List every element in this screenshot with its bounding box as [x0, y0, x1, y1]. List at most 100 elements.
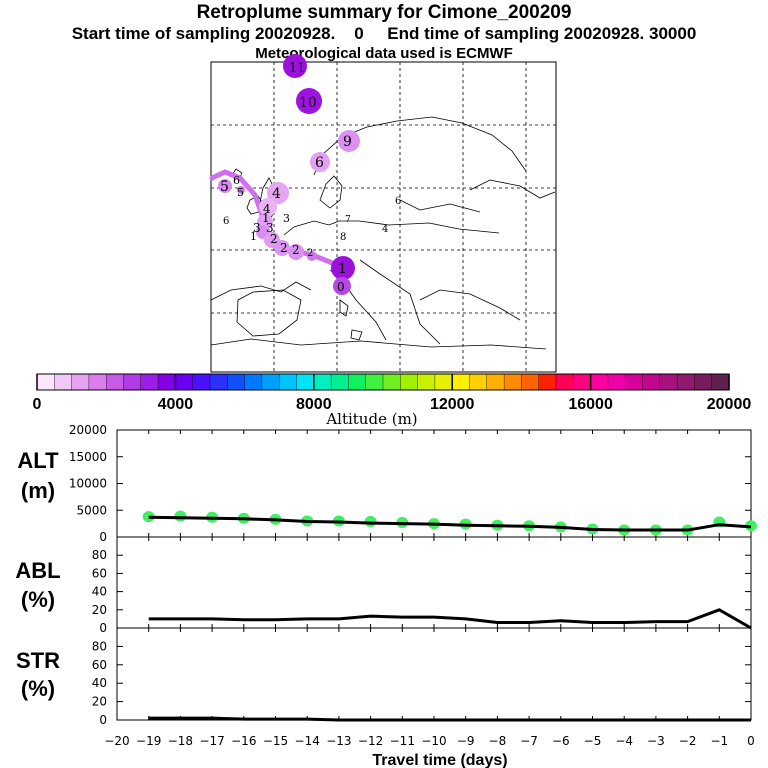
panel-abl: 0 20 40 60 80 ABL (%)	[15, 536, 752, 635]
colorbar-swatch	[590, 373, 609, 391]
colorbar-swatch	[625, 373, 644, 391]
altitude-dot	[174, 510, 187, 522]
y-tick-label: 0	[99, 713, 107, 727]
colorbar-swatch	[192, 373, 211, 391]
x-tick-label: −18	[168, 734, 193, 748]
map-label-4: 4	[272, 186, 281, 202]
colorbar-swatch	[227, 373, 246, 391]
x-tick-label: −2	[679, 734, 697, 748]
y-tick-label: 80	[92, 639, 107, 653]
map-label-5: 5	[220, 179, 229, 195]
plume-map: 11 10 9 6 4 5 1 0 4 1 3 3 3 2 2 2 2 6 5 …	[209, 54, 557, 373]
chart-title: Retroplume summary for Cimone_200209	[196, 2, 572, 23]
map-frame	[210, 61, 557, 373]
y-tick-label: 0	[99, 621, 107, 635]
colorbar-swatch	[261, 373, 280, 391]
colorbar-swatch	[296, 373, 315, 391]
colorbar-swatch	[434, 373, 453, 391]
panel-alt: 0 5000 10000 15000 20000 ALT (m)	[17, 423, 757, 544]
colorbar-swatch	[330, 373, 350, 391]
y-tick-label: 0	[99, 530, 107, 544]
sampling-times: Start time of sampling 20020928. 0 End t…	[71, 24, 697, 43]
x-axis-label: Travel time (days)	[372, 752, 507, 768]
panel-label: ABL	[15, 558, 60, 583]
map-label-3b: 3	[266, 221, 274, 235]
colorbar-swatch	[521, 373, 540, 391]
y-tick-label: 40	[92, 585, 107, 599]
colorbar-swatch	[573, 373, 592, 391]
colorbar-tick-label: 0	[33, 396, 42, 413]
x-tick-label: −10	[421, 734, 446, 748]
colorbar-swatch	[175, 373, 194, 391]
map-label-6d: 6	[395, 196, 401, 207]
plume-day-labels: 11 10 9 6 4 5 1 0 4 1 3 3 3 2 2 2 2 6 5 …	[220, 61, 401, 294]
map-label-2a: 2	[270, 232, 278, 246]
map-label-0: 0	[337, 280, 345, 294]
x-tick-label: −16	[231, 734, 256, 748]
map-label-10: 10	[299, 95, 317, 111]
colorbar-swatch	[36, 373, 55, 391]
colorbar-swatch	[642, 373, 661, 391]
colorbar-swatch	[382, 373, 401, 391]
meteo-data-note: Meteorological data used is ECMWF	[255, 45, 513, 62]
y-tick-label: 5000	[76, 503, 107, 517]
x-tick-label: −20	[104, 734, 129, 748]
colorbar-swatch	[711, 373, 730, 391]
y-tick-label: 80	[92, 548, 107, 562]
y-tick-label: 10000	[69, 477, 107, 491]
colorbar-swatch	[538, 373, 557, 391]
series-line-alt	[148, 515, 752, 532]
map-label-6c: 6	[223, 216, 229, 227]
colorbar-swatch	[123, 373, 142, 391]
colorbar-tick-label: 16000	[568, 396, 613, 413]
colorbar-tick-label: 4000	[158, 396, 194, 413]
x-tick-label: −19	[136, 734, 161, 748]
x-tick-label: −8	[489, 734, 507, 748]
map-label-2b: 2	[280, 241, 288, 255]
panel-frame	[116, 627, 752, 721]
map-label-1b: 1	[262, 211, 270, 225]
x-tick-label: −11	[390, 734, 415, 748]
colorbar-swatch	[486, 373, 505, 391]
y-tick-label: 60	[92, 658, 107, 672]
colorbar-tick-label: 8000	[296, 396, 332, 413]
y-tick-label: 15000	[69, 450, 107, 464]
x-tick-label: −14	[295, 734, 320, 748]
map-label-9: 9	[343, 134, 352, 150]
map-graticule	[211, 62, 556, 372]
colorbar-swatch	[452, 373, 471, 391]
x-tick-label: −15	[263, 734, 288, 748]
x-tick-label: 0	[747, 734, 755, 748]
map-label-1c: 1	[250, 230, 257, 243]
map-label-6b: 6	[233, 174, 240, 187]
panel-label: ALT	[17, 448, 59, 473]
time-series-panels: 0 5000 10000 15000 20000 ALT (m) 0 20 40 60 80 ABL (%…	[15, 423, 757, 748]
colorbar-tick-label: 20000	[707, 396, 752, 413]
colorbar-title: Altitude (m)	[325, 410, 417, 428]
colorbar-swatch	[469, 373, 488, 391]
map-label-3a: 3	[253, 221, 261, 235]
series-line-str	[148, 716, 751, 722]
colorbar-swatch	[676, 373, 695, 391]
y-tick-label: 60	[92, 566, 107, 580]
map-label-6: 6	[315, 155, 324, 171]
colorbar-swatch	[71, 373, 90, 391]
y-tick-label: 20	[92, 695, 107, 709]
colorbar-swatch	[313, 373, 332, 391]
altitude-dot	[142, 511, 155, 523]
colorbar-swatch	[88, 373, 107, 391]
colorbar-swatch	[279, 373, 298, 391]
map-label-4c: 4	[382, 224, 388, 235]
map-label-4b: 4	[263, 202, 271, 216]
colorbar-swatch	[694, 373, 713, 391]
x-tick-label: −12	[358, 734, 383, 748]
panel-frame	[116, 536, 752, 629]
x-tick-label: −5	[584, 734, 602, 748]
y-tick-label: 40	[92, 676, 107, 690]
plume-trajectory	[209, 54, 360, 295]
colorbar-swatch	[157, 373, 177, 391]
x-tick-label: −7	[520, 734, 538, 748]
map-label-7: 7	[345, 215, 351, 225]
x-tick-label: −9	[457, 734, 475, 748]
colorbar-tick-label: 12000	[430, 396, 475, 413]
